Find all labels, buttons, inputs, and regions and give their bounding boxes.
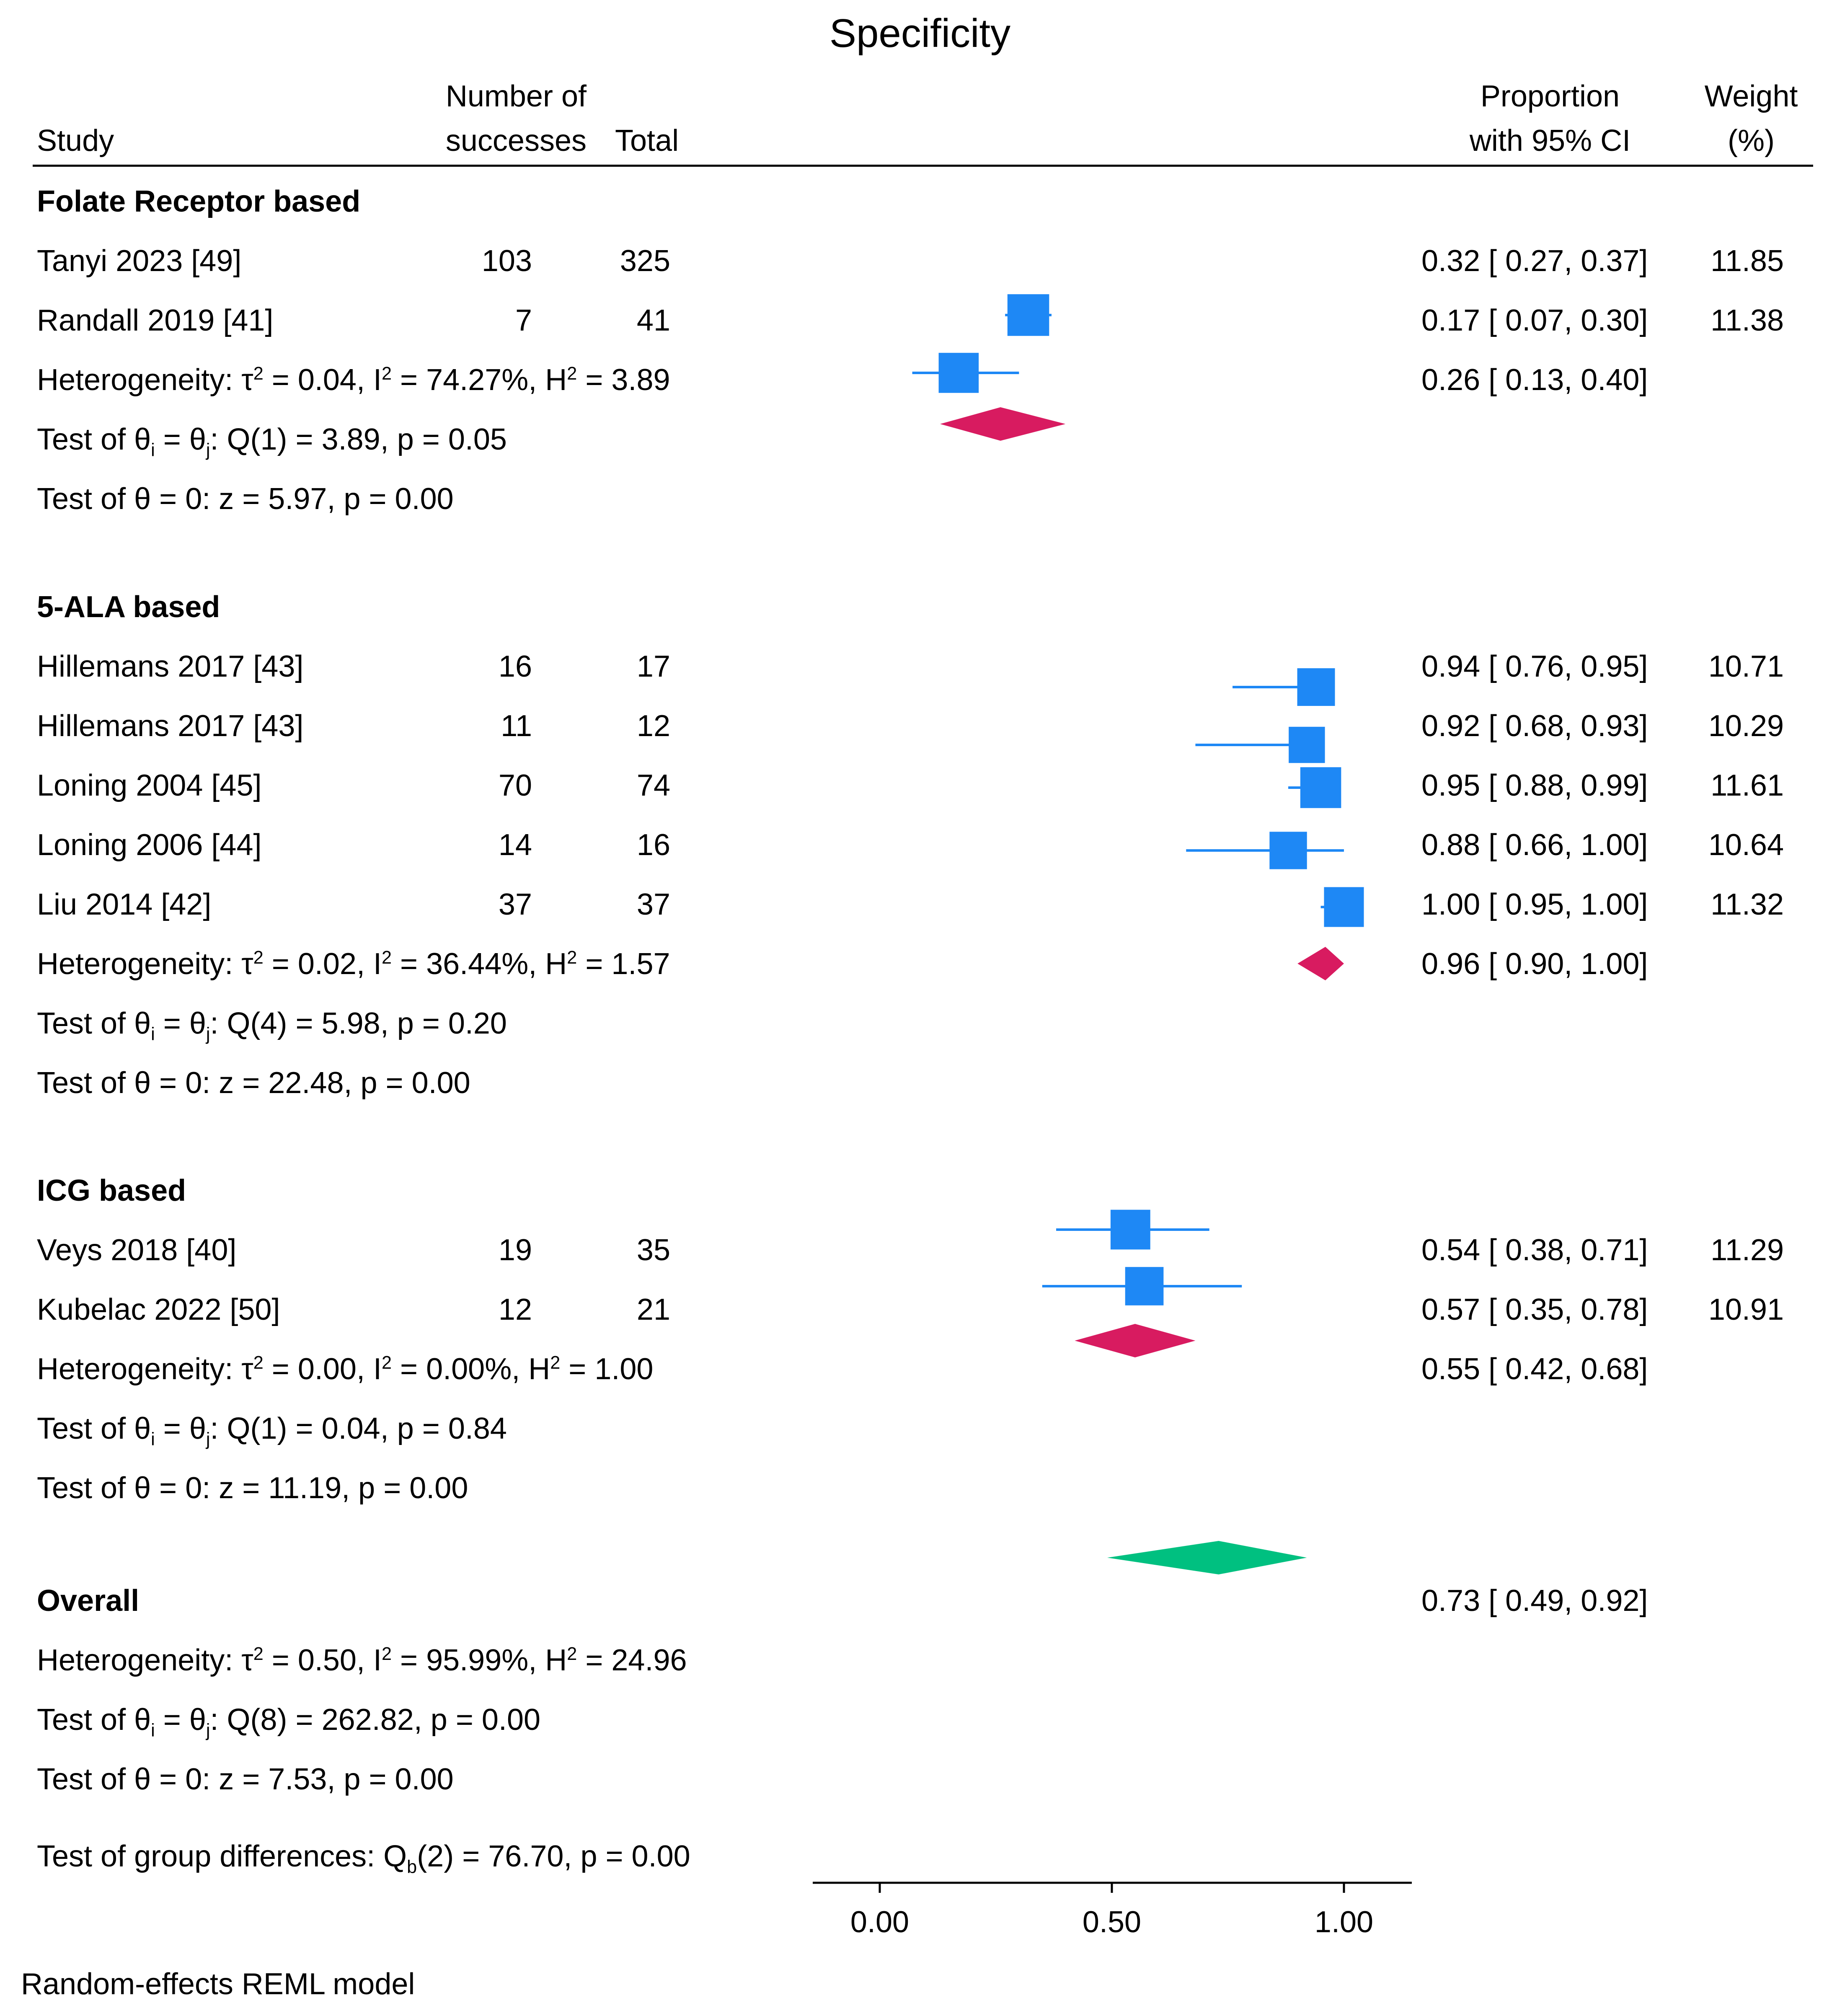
study-weight: 11.38 (1711, 304, 1784, 337)
header-ci-line2: with 95% CI (1469, 124, 1631, 158)
study-total: 35 (636, 1233, 670, 1267)
study-ci-text: 0.57 [ 0.35, 0.78] (1421, 1293, 1648, 1326)
subgroup-diamond (1075, 1324, 1196, 1357)
header-weight-line1: Weight (1704, 80, 1798, 113)
study-name: Loning 2006 [44] (37, 828, 262, 862)
homogeneity-test: Test of θi = θj: Q(4) = 5.98, p = 0.20 (37, 1007, 507, 1044)
study-marker (938, 353, 979, 393)
study-weight: 11.29 (1711, 1233, 1784, 1267)
study-weight: 10.29 (1708, 709, 1784, 743)
study-name: Randall 2019 [41] (37, 304, 274, 337)
header-total: Total (615, 124, 679, 158)
study-total: 17 (636, 650, 670, 683)
header-rule (33, 165, 1813, 167)
study-marker (1125, 1267, 1164, 1305)
x-tick-label: 1.00 (1315, 1905, 1373, 1939)
study-name: Liu 2014 [42] (37, 888, 212, 921)
subgroup-diamond (940, 407, 1066, 441)
study-total: 41 (636, 304, 670, 337)
header-successes-line1: Number of (445, 80, 587, 113)
homogeneity-test: Test of θi = θj: Q(1) = 0.04, p = 0.84 (37, 1412, 507, 1450)
pooled-ci-text: 0.55 [ 0.42, 0.68] (1421, 1352, 1648, 1386)
study-successes: 37 (498, 888, 532, 921)
study-name: Kubelac 2022 [50] (37, 1293, 280, 1326)
zero-effect-test: Test of θ = 0: z = 5.97, p = 0.00 (37, 482, 454, 516)
header-ci-line1: Proportion (1480, 80, 1620, 113)
x-tick-label: 0.00 (850, 1905, 909, 1939)
study-ci-text: 0.95 [ 0.88, 0.99] (1421, 769, 1648, 802)
header-successes-line2: successes (445, 124, 587, 158)
chart-title: Specificity (829, 11, 1011, 56)
overall-ci-text: 0.73 [ 0.49, 0.92] (1421, 1584, 1648, 1618)
pooled-ci-text: 0.26 [ 0.13, 0.40] (1421, 363, 1648, 397)
study-weight: 11.85 (1711, 244, 1784, 278)
pooled-ci-text: 0.96 [ 0.90, 1.00] (1421, 947, 1648, 981)
study-marker (1007, 294, 1049, 336)
heterogeneity-stats: Heterogeneity: τ2 = 0.02, I2 = 36.44%, H… (37, 947, 670, 981)
study-marker (1297, 668, 1335, 706)
study-successes: 14 (498, 828, 532, 862)
homogeneity-test: Test of θi = θj: Q(1) = 3.89, p = 0.05 (37, 423, 507, 460)
study-successes: 12 (498, 1293, 532, 1326)
study-name: Hillemans 2017 [43] (37, 709, 304, 743)
study-marker (1289, 726, 1325, 763)
study-successes: 103 (481, 244, 532, 278)
x-tick-label: 0.50 (1083, 1905, 1141, 1939)
study-successes: 7 (515, 304, 532, 337)
study-successes: 16 (498, 650, 532, 683)
study-successes: 19 (498, 1233, 532, 1267)
group-differences-test: Test of group differences: Qb(2) = 76.70… (37, 1840, 690, 1877)
overall-diamond (1107, 1541, 1307, 1574)
study-total: 21 (636, 1293, 670, 1326)
study-name: Tanyi 2023 [49] (37, 244, 242, 278)
study-ci-text: 0.32 [ 0.27, 0.37] (1421, 244, 1648, 278)
overall-heterogeneity-stats: Heterogeneity: τ2 = 0.50, I2 = 95.99%, H… (37, 1644, 687, 1677)
header-study: Study (37, 124, 114, 158)
model-footnote: Random-effects REML model (21, 1967, 415, 2001)
study-ci-text: 0.54 [ 0.38, 0.71] (1421, 1233, 1648, 1267)
study-ci-text: 1.00 [ 0.95, 1.00] (1421, 888, 1648, 921)
study-ci-text: 0.17 [ 0.07, 0.30] (1421, 304, 1648, 337)
study-ci-text: 0.88 [ 0.66, 1.00] (1421, 828, 1648, 862)
overall-zero-effect-test: Test of θ = 0: z = 7.53, p = 0.00 (37, 1763, 454, 1796)
zero-effect-test: Test of θ = 0: z = 22.48, p = 0.00 (37, 1066, 470, 1100)
study-total: 16 (636, 828, 670, 862)
study-marker (1300, 767, 1341, 808)
study-ci-text: 0.94 [ 0.76, 0.95] (1421, 650, 1648, 683)
study-marker (1324, 887, 1364, 927)
study-name: Hillemans 2017 [43] (37, 650, 304, 683)
study-name: Loning 2004 [45] (37, 769, 262, 802)
overall-homogeneity-test: Test of θi = θj: Q(8) = 262.82, p = 0.00 (37, 1703, 541, 1741)
study-total: 37 (636, 888, 670, 921)
zero-effect-test: Test of θ = 0: z = 11.19, p = 0.00 (37, 1471, 468, 1505)
study-ci-text: 0.92 [ 0.68, 0.93] (1421, 709, 1648, 743)
heterogeneity-stats: Heterogeneity: τ2 = 0.04, I2 = 74.27%, H… (37, 363, 670, 397)
group-label: ICG based (37, 1174, 186, 1207)
study-weight: 10.91 (1708, 1293, 1784, 1326)
study-weight: 10.71 (1708, 650, 1784, 683)
overall-label: Overall (37, 1584, 140, 1618)
group-label: 5-ALA based (37, 590, 220, 624)
study-marker (1269, 832, 1307, 869)
study-weight: 11.32 (1711, 888, 1784, 921)
study-successes: 11 (501, 709, 532, 743)
group-label: Folate Receptor based (37, 185, 361, 218)
study-total: 12 (636, 709, 670, 743)
subgroup-diamond (1297, 947, 1344, 980)
study-marker (1110, 1210, 1150, 1250)
study-total: 325 (620, 244, 670, 278)
heterogeneity-stats: Heterogeneity: τ2 = 0.00, I2 = 0.00%, H2… (37, 1352, 654, 1386)
study-total: 74 (636, 769, 670, 802)
study-name: Veys 2018 [40] (37, 1233, 237, 1267)
header-weight-line2: (%) (1728, 124, 1775, 158)
study-weight: 11.61 (1711, 769, 1784, 802)
study-weight: 10.64 (1708, 828, 1784, 862)
study-successes: 70 (498, 769, 532, 802)
